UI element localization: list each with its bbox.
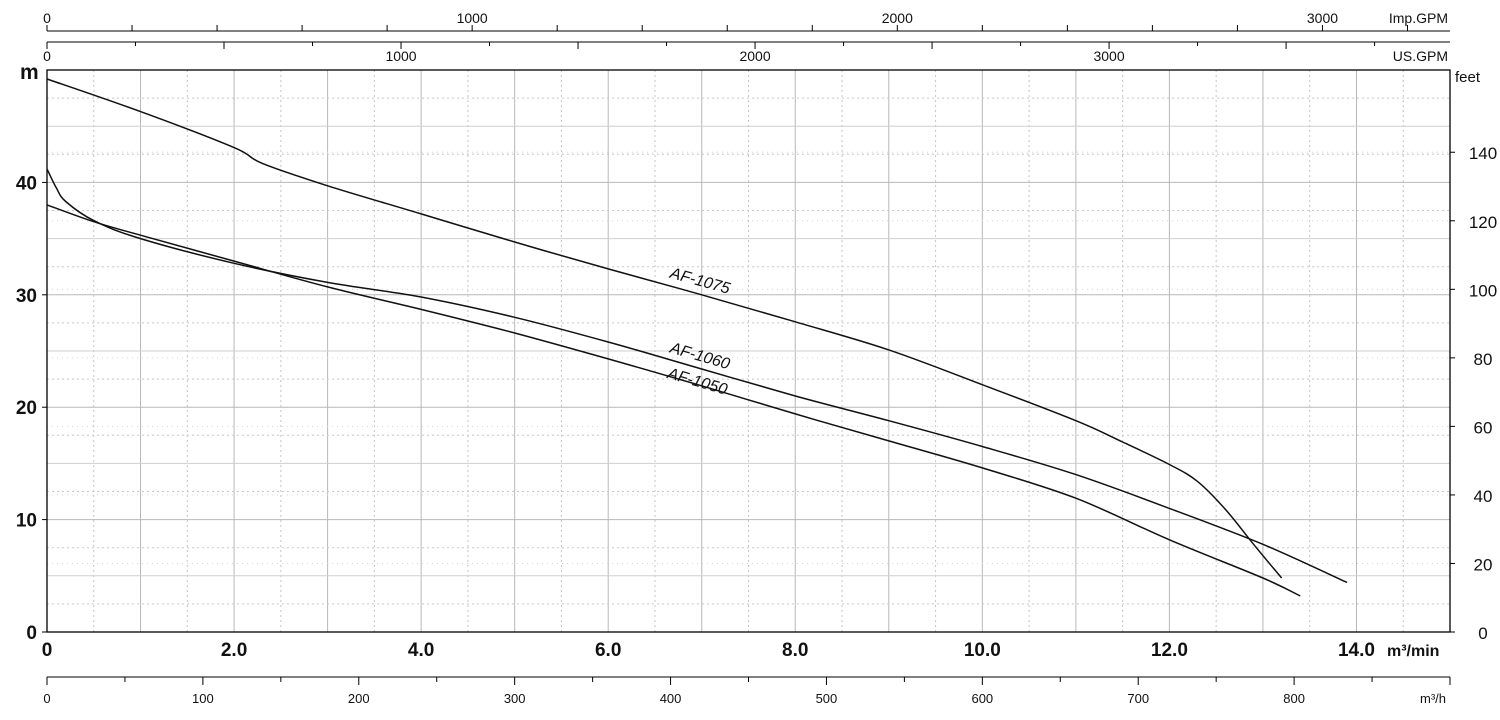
x-m3h-tick-label: 600 bbox=[971, 691, 993, 706]
x-main-tick-label: 12.0 bbox=[1151, 640, 1188, 661]
x-m3h-tick-label: 300 bbox=[504, 691, 526, 706]
x-m3h-tick-label: 800 bbox=[1283, 691, 1305, 706]
y-left-tick-label: 20 bbox=[16, 398, 37, 419]
x-main-tick-label: 14.0 bbox=[1338, 640, 1375, 661]
x-main-tick-label: 4.0 bbox=[408, 640, 434, 661]
y-left-tick-label: 0 bbox=[26, 623, 37, 644]
x-main-unit-label: m³/min bbox=[1387, 643, 1439, 660]
x-impgpm-unit-label: Imp.GPM bbox=[1389, 10, 1448, 26]
x-usgpm-tick-label: 2000 bbox=[739, 48, 770, 64]
y-left-unit-label: m bbox=[20, 61, 39, 84]
y-right-tick-label: 140 bbox=[1469, 144, 1497, 163]
series-af-1050-line bbox=[46, 204, 1301, 597]
y-left-tick-label: 30 bbox=[16, 286, 37, 307]
y-left-tick-label: 10 bbox=[16, 511, 37, 532]
axes bbox=[42, 25, 1455, 685]
x-usgpm-tick-label: 0 bbox=[43, 48, 51, 64]
x-impgpm-tick-label: 2000 bbox=[882, 10, 913, 26]
y-right-tick-label: 60 bbox=[1474, 418, 1493, 437]
x-main-tick-label: 10.0 bbox=[964, 640, 1001, 661]
plot-frame bbox=[46, 69, 1451, 633]
x-main-tick-label: 0 bbox=[42, 640, 53, 661]
series-af-1075-label: AF-1075 bbox=[667, 265, 732, 298]
x-impgpm-tick-label: 1000 bbox=[457, 10, 488, 26]
grid bbox=[47, 70, 1450, 632]
y-right-tick-label: 100 bbox=[1469, 281, 1497, 300]
x-m3h-tick-label: 100 bbox=[192, 691, 214, 706]
x-m3h-tick-label: 400 bbox=[660, 691, 682, 706]
y-right-tick-label: 80 bbox=[1474, 350, 1493, 369]
y-right-tick-label: 20 bbox=[1474, 555, 1493, 574]
x-main-tick-label: 6.0 bbox=[595, 640, 621, 661]
x-m3h-tick-label: 500 bbox=[816, 691, 838, 706]
x-impgpm-tick-label: 0 bbox=[43, 10, 51, 26]
y-right-tick-label: 0 bbox=[1478, 624, 1487, 643]
y-right-tick-label: 120 bbox=[1469, 213, 1497, 232]
x-m3h-tick-label: 200 bbox=[348, 691, 370, 706]
series-af-1075-line bbox=[46, 78, 1283, 579]
y-right-unit-label: feet bbox=[1455, 69, 1481, 86]
y-right-tick-label: 40 bbox=[1474, 487, 1493, 506]
x-m3h-unit-label: m³/h bbox=[1420, 691, 1446, 706]
x-main-tick-label: 2.0 bbox=[221, 640, 247, 661]
x-usgpm-tick-label: 3000 bbox=[1093, 48, 1124, 64]
y-left-tick-label: 40 bbox=[16, 173, 37, 194]
x-main-tick-label: 8.0 bbox=[782, 640, 808, 661]
x-usgpm-tick-label: 1000 bbox=[385, 48, 416, 64]
x-usgpm-unit-label: US.GPM bbox=[1393, 48, 1448, 64]
x-impgpm-tick-label: 3000 bbox=[1307, 10, 1338, 26]
x-m3h-tick-label: 700 bbox=[1127, 691, 1149, 706]
x-m3h-tick-label: 0 bbox=[43, 691, 50, 706]
performance-curves bbox=[46, 78, 1348, 597]
